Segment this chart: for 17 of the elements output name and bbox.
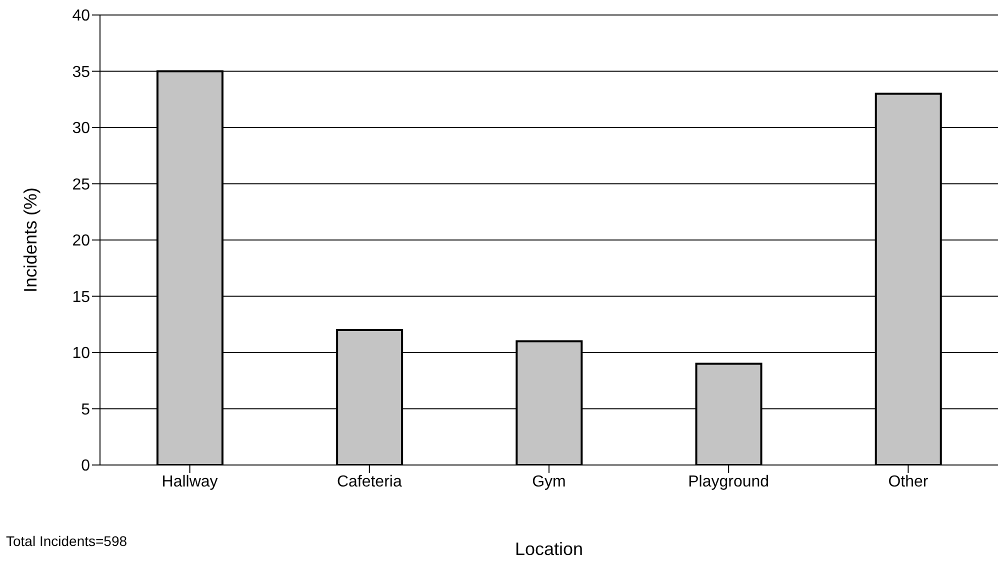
x-tick-label: Playground — [688, 473, 770, 490]
text: Total Incidents=598 — [6, 533, 128, 549]
y-tick-label: 5 — [81, 401, 90, 418]
y-tick-label: 35 — [72, 64, 90, 81]
y-tick-label: 0 — [81, 458, 90, 475]
x-tick-label: Other — [888, 473, 929, 490]
x-axis-title: Location — [514, 539, 584, 559]
x-tick-label: Cafeteria — [336, 473, 402, 490]
y-tick-label: 40 — [72, 8, 90, 25]
y-tick-label: 30 — [72, 120, 90, 138]
x-tick-label: Hallway — [162, 473, 218, 490]
y-tick-label: 10 — [72, 345, 90, 362]
y-tick-label: 25 — [72, 176, 90, 194]
x-tick-label: Gym — [532, 473, 566, 490]
y-axis-title: Incidents (%) — [20, 187, 40, 293]
y-tick-label: 20 — [72, 232, 90, 250]
y-tick-label: 15 — [72, 288, 90, 306]
